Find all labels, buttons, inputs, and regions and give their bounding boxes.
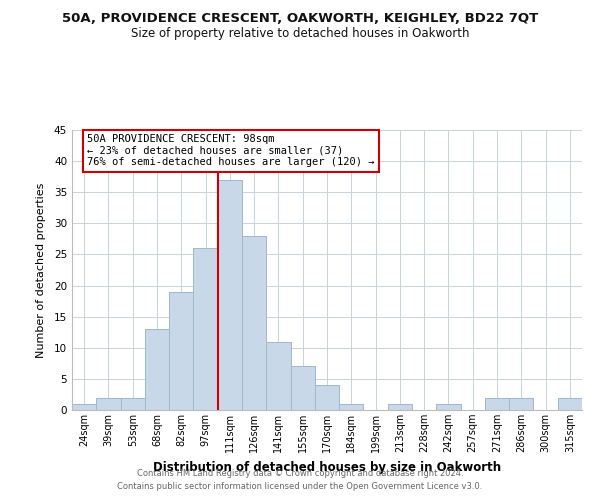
Text: Contains HM Land Registry data © Crown copyright and database right 2024.: Contains HM Land Registry data © Crown c… <box>137 468 463 477</box>
Bar <box>509 398 533 410</box>
Text: 50A, PROVIDENCE CRESCENT, OAKWORTH, KEIGHLEY, BD22 7QT: 50A, PROVIDENCE CRESCENT, OAKWORTH, KEIG… <box>62 12 538 26</box>
Bar <box>169 292 193 410</box>
Text: Contains public sector information licensed under the Open Government Licence v3: Contains public sector information licen… <box>118 482 482 491</box>
Bar <box>242 236 266 410</box>
Bar <box>485 398 509 410</box>
Bar <box>339 404 364 410</box>
Bar <box>145 329 169 410</box>
Bar <box>266 342 290 410</box>
X-axis label: Distribution of detached houses by size in Oakworth: Distribution of detached houses by size … <box>153 460 501 473</box>
Bar <box>558 398 582 410</box>
Text: Size of property relative to detached houses in Oakworth: Size of property relative to detached ho… <box>131 28 469 40</box>
Text: 50A PROVIDENCE CRESCENT: 98sqm
← 23% of detached houses are smaller (37)
76% of : 50A PROVIDENCE CRESCENT: 98sqm ← 23% of … <box>88 134 375 168</box>
Bar <box>121 398 145 410</box>
Bar <box>218 180 242 410</box>
Bar <box>290 366 315 410</box>
Bar <box>315 385 339 410</box>
Bar <box>436 404 461 410</box>
Y-axis label: Number of detached properties: Number of detached properties <box>35 182 46 358</box>
Bar <box>96 398 121 410</box>
Bar <box>388 404 412 410</box>
Bar <box>72 404 96 410</box>
Bar <box>193 248 218 410</box>
